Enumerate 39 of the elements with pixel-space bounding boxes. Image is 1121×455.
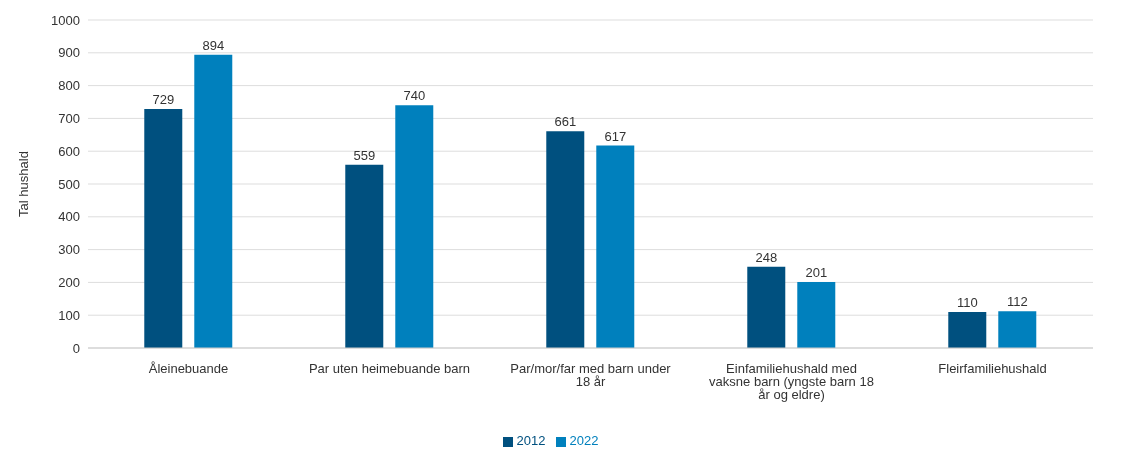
bar — [144, 108, 183, 348]
y-tick-label: 300 — [58, 242, 80, 258]
y-tick-label: 400 — [58, 209, 80, 225]
y-tick-label: 1000 — [51, 12, 80, 28]
x-tick-label: Fleirfamiliehushald — [938, 361, 1047, 377]
x-tick-label: Par/mor/far med barn under 18 år — [510, 361, 672, 390]
data-label: 559 — [353, 147, 376, 163]
y-tick-label: 500 — [58, 176, 80, 192]
data-label: 894 — [202, 37, 225, 53]
y-tick-label: 800 — [58, 78, 80, 94]
legend-label: 2012 — [516, 433, 546, 448]
data-label: 740 — [403, 88, 426, 104]
bar — [747, 266, 786, 348]
legend-label: 2022 — [569, 433, 599, 448]
bar — [546, 131, 585, 348]
data-label: 617 — [604, 128, 627, 144]
data-label: 201 — [805, 265, 828, 281]
y-axis-title: Tal hushald — [15, 151, 31, 217]
x-tick-label: Einfamiliehushald med vaksne barn (yngste barn 18 år og eldre) — [709, 361, 874, 403]
data-label: 110 — [956, 294, 978, 310]
y-tick-label: 200 — [58, 275, 80, 291]
bar — [948, 311, 987, 348]
bar — [345, 164, 384, 348]
data-label: 729 — [152, 91, 175, 107]
bar — [395, 105, 434, 348]
bar — [194, 54, 233, 348]
y-tick-label: 900 — [58, 45, 80, 61]
data-label: 661 — [554, 114, 577, 130]
y-tick-label: 0 — [72, 340, 80, 356]
y-tick-label: 600 — [58, 143, 80, 159]
x-tick-label: Par uten heimebuande barn — [308, 361, 471, 377]
bar — [797, 282, 836, 348]
bar — [998, 311, 1037, 348]
data-label: 112 — [1006, 294, 1028, 310]
bar — [596, 145, 635, 348]
y-tick-label: 100 — [58, 307, 80, 323]
data-label: 248 — [755, 249, 778, 265]
y-tick-label: 700 — [58, 111, 80, 127]
x-tick-label: Åleinebuande — [148, 361, 229, 377]
